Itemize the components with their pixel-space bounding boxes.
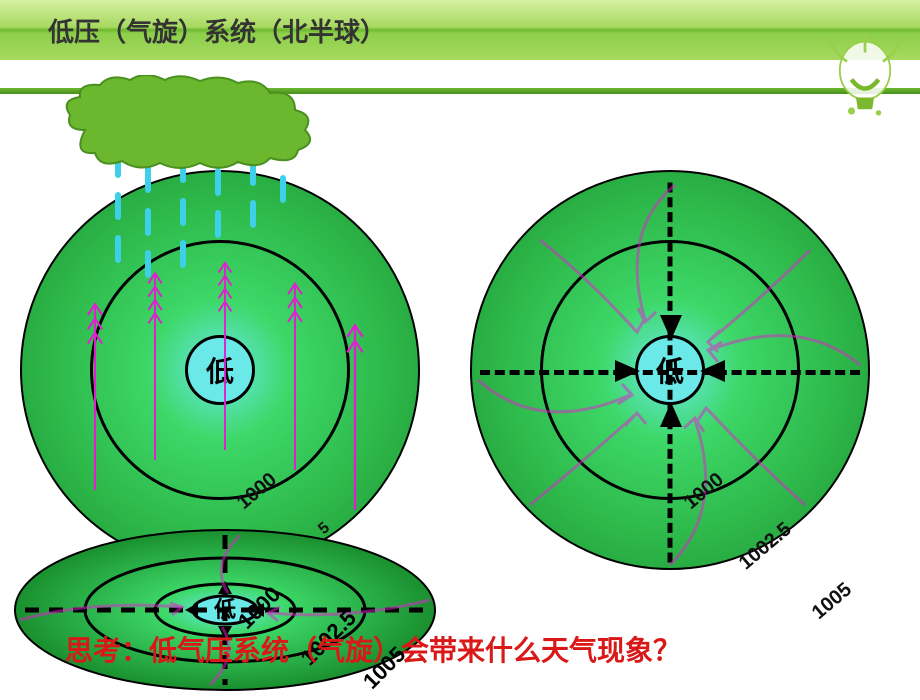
lightbulb-icon <box>820 30 910 120</box>
rising-arrow <box>280 270 310 470</box>
rising-arrow <box>140 260 170 460</box>
question-text: 思考：低气压系统（气旋）会带来什么天气现象？ <box>65 630 865 672</box>
right-cyclone-diagram: 低 <box>460 170 890 590</box>
rising-arrow <box>340 310 370 510</box>
spiral-arrows <box>460 170 880 590</box>
question-prefix: 思考： <box>65 635 149 666</box>
cloud-icon <box>60 75 320 170</box>
header-bar: 低压（气旋）系统（北半球） <box>0 0 920 60</box>
rising-arrow <box>80 290 110 490</box>
rain-dashes <box>105 150 295 290</box>
question-body: 低气压系统（气旋）会带来什么天气现象？ <box>149 635 681 666</box>
page-title: 低压（气旋）系统（北半球） <box>48 12 386 49</box>
diagram-area: 低 1000 5 <box>0 80 920 610</box>
